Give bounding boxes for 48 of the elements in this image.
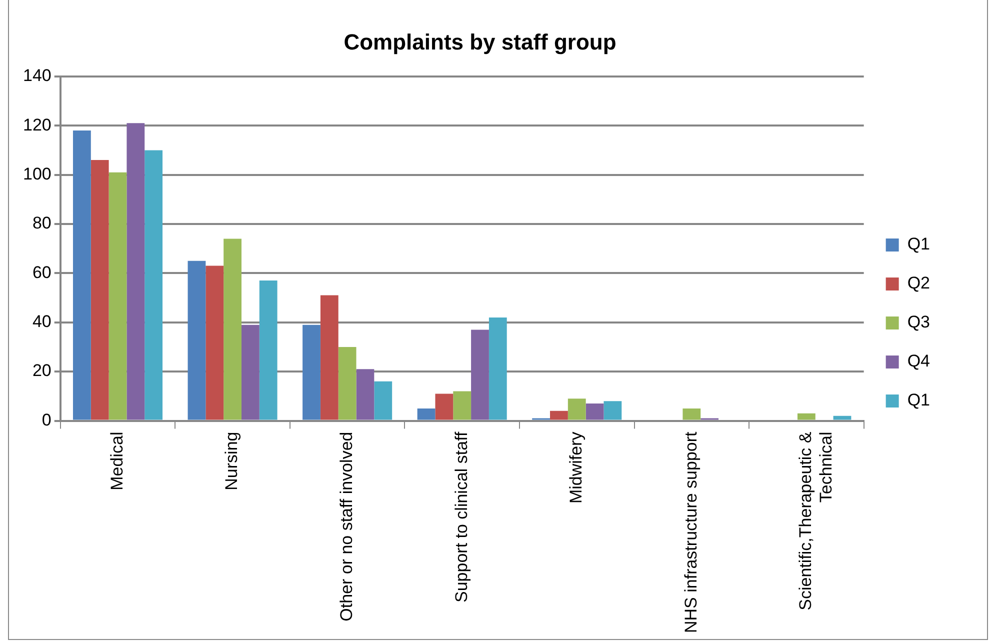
bar bbox=[206, 266, 224, 420]
y-tick-label: 120 bbox=[22, 115, 52, 134]
bar bbox=[126, 123, 145, 420]
x-tick-label: Support to clinical staff bbox=[452, 431, 471, 602]
bar bbox=[224, 238, 242, 420]
bar bbox=[453, 391, 472, 420]
legend-label: Q3 bbox=[907, 312, 930, 332]
bar bbox=[302, 324, 320, 420]
bar bbox=[604, 401, 622, 420]
legend-label: Q4 bbox=[907, 352, 930, 371]
bar bbox=[586, 404, 604, 420]
y-tick-label: 80 bbox=[32, 214, 52, 233]
bar bbox=[241, 324, 260, 420]
bar bbox=[682, 408, 701, 420]
y-tick-label: 140 bbox=[22, 66, 52, 86]
bar bbox=[797, 413, 816, 420]
y-tick-label: 100 bbox=[22, 164, 52, 184]
bar bbox=[833, 416, 852, 420]
bar bbox=[320, 295, 338, 420]
bar bbox=[188, 260, 206, 420]
legend-label: Q2 bbox=[907, 274, 930, 293]
bar bbox=[356, 369, 374, 420]
bar bbox=[338, 346, 356, 420]
bar bbox=[72, 130, 91, 420]
x-tick-label: Scientific,Therapeutic & Technical bbox=[796, 431, 836, 610]
y-tick-label: 20 bbox=[32, 361, 52, 380]
x-tick-label: Medical bbox=[107, 432, 126, 490]
y-tick-label: 0 bbox=[42, 410, 52, 430]
bar bbox=[435, 394, 454, 420]
legend-label: Q1 bbox=[907, 234, 930, 254]
bar bbox=[488, 317, 507, 420]
bar bbox=[550, 410, 568, 420]
chart-title: Complaints by staff group bbox=[344, 29, 616, 54]
bar bbox=[90, 160, 109, 420]
bar bbox=[471, 330, 489, 420]
legend-label: Q1 bbox=[907, 390, 930, 410]
x-tick-label: Other or no staff involved bbox=[337, 432, 356, 622]
x-tick-label: NHS infrastructure support bbox=[681, 431, 700, 634]
y-tick-label: 60 bbox=[32, 262, 52, 282]
bar bbox=[144, 150, 163, 420]
bar bbox=[259, 280, 278, 420]
bar bbox=[417, 408, 436, 420]
bar bbox=[108, 172, 127, 420]
x-tick-label: Nursing bbox=[222, 432, 242, 490]
bar bbox=[374, 381, 392, 420]
y-tick-label: 40 bbox=[32, 312, 52, 332]
x-tick-label: Midwifery bbox=[566, 431, 586, 504]
bar bbox=[568, 398, 586, 420]
